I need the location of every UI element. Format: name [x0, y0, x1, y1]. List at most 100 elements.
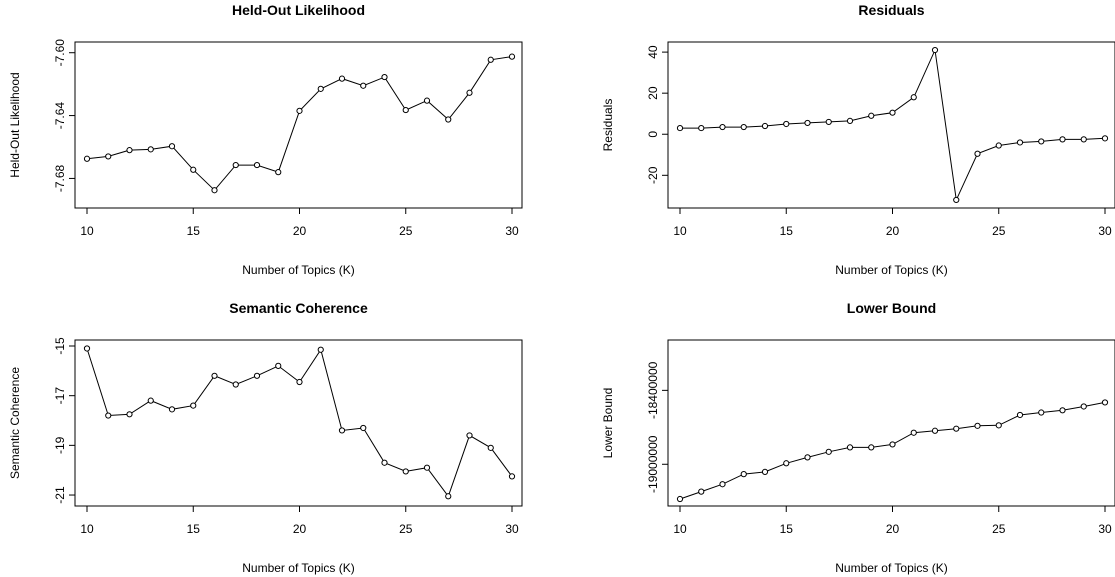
data-point [953, 196, 960, 204]
x-tick-label: 30 [1098, 224, 1112, 238]
data-point [974, 150, 981, 157]
x-tick-label: 15 [187, 224, 201, 238]
x-tick-label: 15 [187, 522, 201, 536]
data-point [381, 459, 388, 466]
chart-title: Held-Out Likelihood [232, 2, 365, 18]
data-point [381, 73, 388, 81]
data-point [804, 454, 811, 461]
data-point [168, 406, 176, 413]
data-point [931, 427, 939, 434]
data-point [931, 46, 939, 54]
data-point [910, 429, 917, 436]
data-point [190, 402, 197, 409]
x-tick-label: 20 [293, 224, 307, 238]
series-line [679, 401, 1106, 500]
data-point [740, 471, 747, 478]
data-point [232, 161, 239, 169]
x-tick-label: 25 [399, 224, 413, 238]
data-point [508, 473, 516, 480]
x-tick-label: 30 [505, 522, 519, 536]
series-line [86, 56, 513, 191]
data-point [698, 488, 705, 495]
chart-panel-2: Residuals 10 15 20 25 30 -20 0 20 40 Number of Top… [601, 2, 1115, 277]
data-point [698, 124, 705, 132]
data-point [147, 146, 154, 153]
data-point [676, 124, 684, 132]
x-axis-label: Number of Topics (K) [242, 561, 354, 575]
data-point [423, 97, 431, 104]
data-point [83, 345, 91, 352]
data-point [338, 75, 346, 82]
y-axis-label: Held-Out Likelihood [8, 72, 22, 177]
data-point [676, 495, 684, 503]
y-tick-label: -7.64 [53, 102, 67, 130]
data-point [889, 109, 896, 116]
data-point [761, 468, 769, 476]
data-point [1059, 136, 1066, 143]
chart-panel-1: Held-Out Likelihood 10 15 20 25 30 -7.68 -7.64 -… [8, 2, 523, 277]
data-point [910, 94, 917, 101]
data-point [719, 123, 726, 131]
chart-panel-4: Lower Bound 10 15 20 25 30 -19000000 -18400000 N… [601, 300, 1115, 575]
data-point [868, 112, 875, 119]
data-point [296, 378, 303, 386]
data-point [105, 153, 112, 160]
data-point [1038, 138, 1045, 145]
y-axis-label: Semantic Coherence [8, 367, 22, 479]
x-tick-label: 10 [673, 522, 687, 536]
data-point [508, 53, 516, 60]
data-point [825, 448, 832, 455]
y-axis-label: Residuals [601, 99, 615, 152]
data-point [445, 493, 452, 500]
data-point [360, 82, 367, 89]
data-point [275, 169, 282, 176]
x-tick-label: 25 [992, 224, 1006, 238]
plot-frame [74, 339, 523, 507]
chart-panel-3: Semantic Coherence 10 15 20 25 30 -21 -19 -17 -15… [8, 300, 523, 575]
data-point [740, 123, 747, 131]
data-point [211, 372, 218, 379]
data-point [1101, 135, 1109, 142]
plot-frame [667, 41, 1115, 209]
data-point [168, 143, 176, 150]
data-point [487, 444, 494, 451]
data-point [232, 381, 239, 388]
y-tick-label: -19 [53, 436, 67, 454]
data-point [783, 460, 790, 467]
x-axis-label: Number of Topics (K) [835, 263, 947, 277]
data-point [253, 161, 261, 169]
data-point [1016, 411, 1024, 419]
y-tick-label: 40 [646, 45, 660, 59]
y-tick-label: -21 [53, 486, 67, 504]
y-axis-label: Lower Bound [601, 388, 615, 459]
x-tick-label: 15 [780, 224, 794, 238]
data-point [995, 142, 1002, 149]
x-tick-label: 20 [886, 522, 900, 536]
y-tick-label: -15 [53, 337, 67, 355]
chart-title: Residuals [858, 2, 924, 18]
y-tick-label: -19000000 [646, 435, 660, 493]
x-axis-label: Number of Topics (K) [242, 263, 354, 277]
data-point [1038, 409, 1045, 416]
data-point [253, 372, 261, 379]
y-tick-label: -20 [646, 166, 660, 184]
x-axis-label: Number of Topics (K) [835, 561, 947, 575]
plot-frame [667, 339, 1115, 507]
data-point [1016, 139, 1024, 146]
data-point [719, 481, 726, 488]
data-point [1059, 407, 1066, 414]
data-point [126, 411, 133, 418]
series-line [86, 348, 513, 498]
data-point [846, 117, 854, 124]
data-point [1080, 136, 1087, 143]
data-point [804, 119, 811, 127]
data-point [360, 424, 367, 432]
plot-frame [74, 41, 523, 209]
y-tick-label: -7.60 [53, 39, 67, 67]
data-point [487, 56, 494, 63]
data-point [105, 412, 112, 419]
data-point [1101, 399, 1109, 406]
data-point [338, 427, 346, 434]
x-tick-label: 25 [992, 522, 1006, 536]
